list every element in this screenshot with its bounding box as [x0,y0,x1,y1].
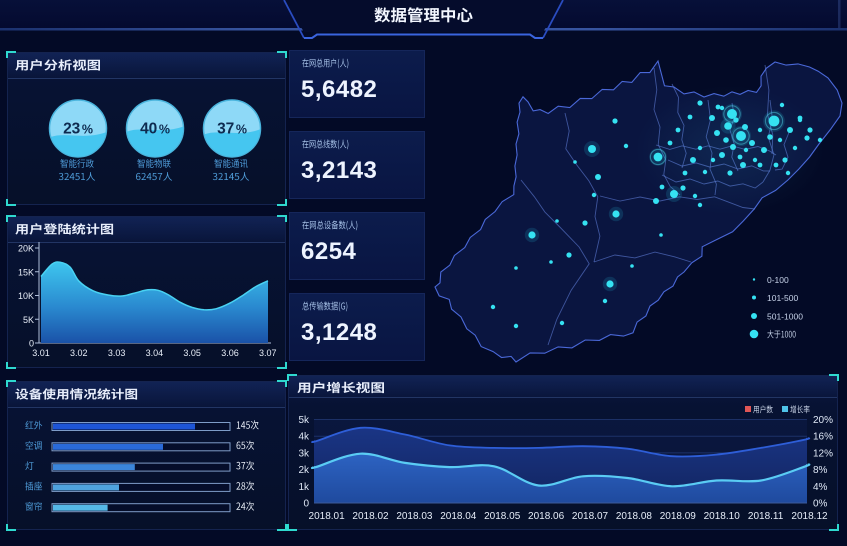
svg-text:2018.03: 2018.03 [396,511,433,522]
svg-text:5K: 5K [23,315,34,325]
svg-text:15K: 15K [18,267,34,277]
svg-text:2018.05: 2018.05 [484,511,521,522]
svg-text:40%: 40% [140,121,170,138]
svg-text:2k: 2k [298,465,310,476]
svg-text:3.07: 3.07 [259,348,277,358]
svg-text:0: 0 [29,339,34,349]
svg-text:5k: 5k [298,415,310,426]
svg-text:0%: 0% [813,499,828,510]
svg-text:37%: 37% [217,121,247,138]
svg-text:3.04: 3.04 [146,348,164,358]
svg-text:3.03: 3.03 [108,348,126,358]
svg-text:0: 0 [303,499,309,510]
svg-text:16%: 16% [813,432,833,443]
svg-text:20K: 20K [18,244,34,254]
svg-text:10K: 10K [18,291,34,301]
svg-text:2018.11: 2018.11 [748,511,784,522]
svg-text:2018.12: 2018.12 [791,511,828,522]
svg-text:3.05: 3.05 [183,348,201,358]
svg-text:8%: 8% [813,465,828,476]
svg-text:2018.06: 2018.06 [528,511,565,522]
svg-text:2018.09: 2018.09 [660,511,697,522]
svg-text:2018.10: 2018.10 [704,511,741,522]
svg-text:1k: 1k [298,482,310,493]
svg-text:2018.02: 2018.02 [352,511,389,522]
svg-text:3.06: 3.06 [221,348,239,358]
svg-text:4k: 4k [298,432,310,443]
svg-text:2018.01: 2018.01 [309,511,346,522]
svg-text:101-500: 101-500 [767,293,798,303]
svg-text:20%: 20% [813,415,833,426]
svg-text:4%: 4% [813,482,828,493]
svg-text:2018.04: 2018.04 [440,511,477,522]
svg-text:3k: 3k [298,448,310,459]
svg-text:12%: 12% [813,448,833,459]
svg-text:2018.08: 2018.08 [616,511,653,522]
svg-text:2018.07: 2018.07 [572,511,609,522]
svg-text:3.02: 3.02 [70,348,88,358]
svg-text:23%: 23% [63,121,93,138]
svg-text:3.01: 3.01 [32,348,50,358]
svg-text:0-100: 0-100 [767,275,789,285]
svg-text:501-1000: 501-1000 [767,312,803,322]
